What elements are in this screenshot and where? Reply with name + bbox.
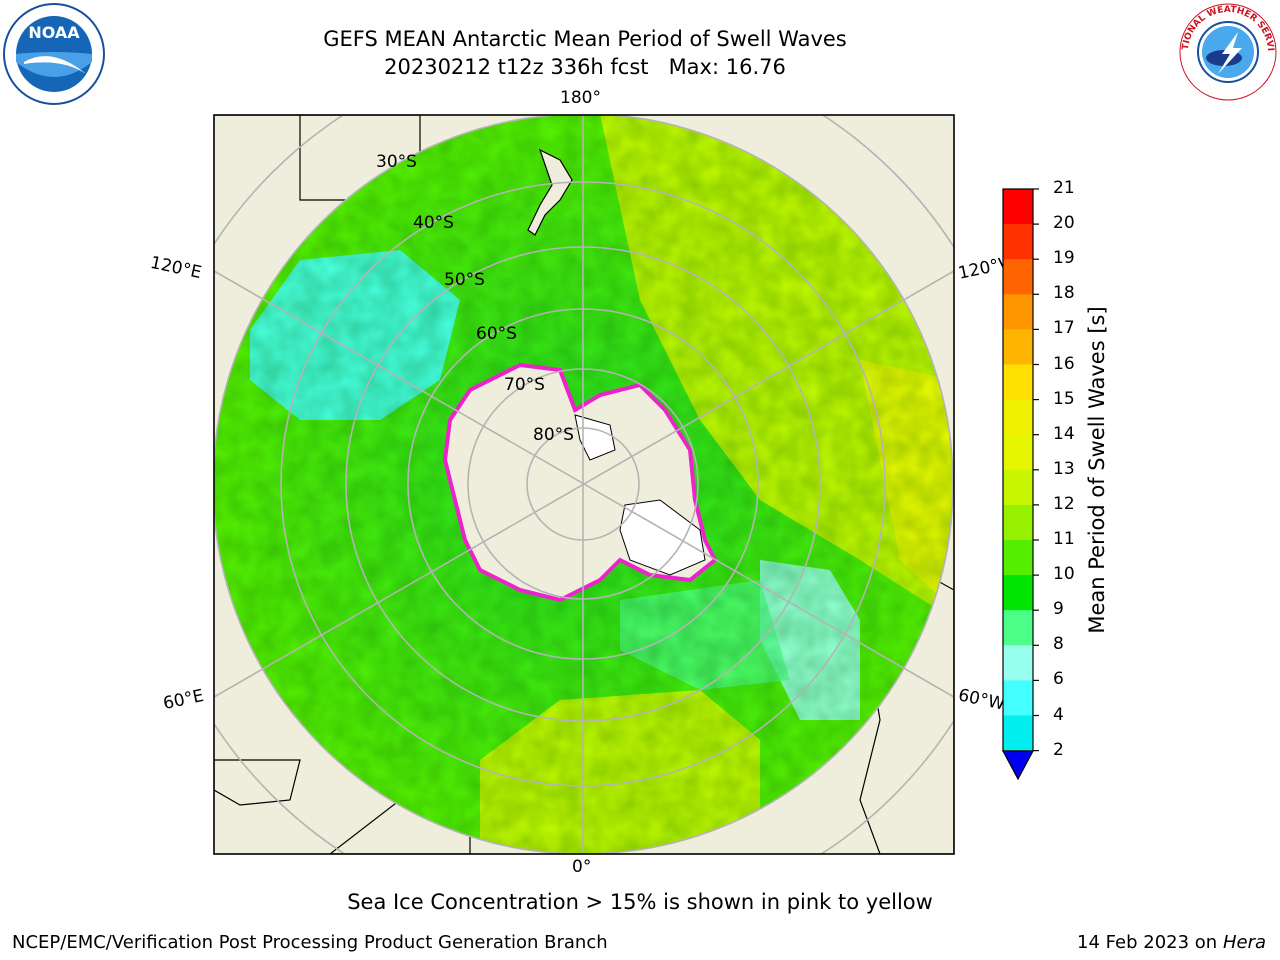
lon-label-0: 0° [572, 857, 592, 877]
colorbar-tick-label: 21 [1053, 178, 1075, 198]
footer-host: Hera [1222, 932, 1266, 953]
new-zealand-land [527, 148, 573, 236]
colorbar-tick-label: 19 [1053, 248, 1075, 269]
colorbar-band [1003, 575, 1033, 611]
weddell-ice-shelf [619, 499, 706, 576]
lat-label-70: 70°S [504, 375, 545, 395]
colorbar-tick-label: 17 [1053, 318, 1075, 339]
colorbar-extend-arrow [1001, 750, 1035, 781]
colorbar-tick-label: 6 [1053, 669, 1064, 690]
colorbar-band [1003, 469, 1033, 506]
colorbar [1001, 188, 1039, 781]
colorbar-tick-label: 14 [1053, 423, 1075, 444]
map-frame [213, 114, 955, 855]
ross-ice-shelf [574, 414, 616, 461]
colorbar-band [1003, 259, 1033, 295]
colorbar-tick-label: 20 [1053, 213, 1075, 234]
colorbar-band [1003, 329, 1033, 365]
footer-date-text: 14 Feb 2023 on [1077, 932, 1218, 953]
colorbar-band [1003, 680, 1033, 716]
colorbar-tick-label: 13 [1053, 458, 1075, 479]
colorbar-band [1003, 434, 1033, 471]
colorbar-title: Mean Period of Swell Waves [s] [1085, 306, 1109, 634]
colorbar-tick-label: 9 [1053, 599, 1064, 620]
colorbar-band [1003, 189, 1033, 225]
lat-label-40: 40°S [413, 213, 454, 233]
madagascar-land [214, 759, 301, 806]
colorbar-band [1003, 364, 1033, 401]
lat-label-80: 80°S [533, 425, 574, 445]
meridian-60e-120w [214, 270, 954, 698]
colorbar-tick-label: 11 [1053, 529, 1075, 549]
nws-logo: NATIONAL WEATHER SERVICE [1178, 2, 1277, 101]
colorbar-band [1003, 715, 1033, 752]
lat-label-30: 30°S [376, 152, 417, 172]
colorbar-band [1003, 645, 1033, 681]
lat-label-60: 60°S [476, 324, 517, 344]
colorbar-tick-label: 4 [1053, 704, 1064, 725]
chart-title: GEFS MEAN Antarctic Mean Period of Swell… [323, 27, 847, 51]
run-info: 20230212 t12z 336h fcst [384, 55, 649, 79]
colorbar-tick-label: 8 [1053, 634, 1064, 655]
colorbar-tick-label: 18 [1053, 283, 1075, 304]
colorbar-band [1003, 294, 1033, 330]
colorbar-band [1003, 224, 1033, 260]
max-value: Max: 16.76 [668, 55, 786, 79]
lon-label-180: 180° [560, 88, 601, 108]
lat-label-50: 50°S [444, 270, 485, 290]
noaa-wordmark: NOAA [28, 23, 80, 42]
colorbar-bands [1003, 189, 1033, 752]
colorbar-band [1003, 399, 1033, 436]
noaa-logo: NOAA [3, 3, 105, 105]
lat-circle-30 [214, 115, 954, 854]
footer-date: 14 Feb 2023 on Hera [1077, 932, 1266, 953]
colorbar-band [1003, 540, 1033, 576]
colorbar-tick-label: 2 [1053, 739, 1064, 760]
colorbar-tickmarks [1033, 188, 1039, 752]
graticule [214, 115, 954, 854]
colorbar-tick-label: 12 [1053, 493, 1075, 514]
colorbar-tick-label: 16 [1053, 353, 1075, 374]
sea-ice-note: Sea Ice Concentration > 15% is shown in … [347, 890, 933, 914]
chart-subtitle: 20230212 t12z 336h fcst Max: 16.76 [0, 55, 1170, 79]
colorbar-tick-label: 10 [1053, 564, 1075, 585]
footer-credit: NCEP/EMC/Verification Post Processing Pr… [12, 932, 608, 953]
colorbar-band [1003, 504, 1033, 541]
colorbar-band [1003, 610, 1033, 646]
colorbar-tick-label: 15 [1053, 388, 1075, 409]
